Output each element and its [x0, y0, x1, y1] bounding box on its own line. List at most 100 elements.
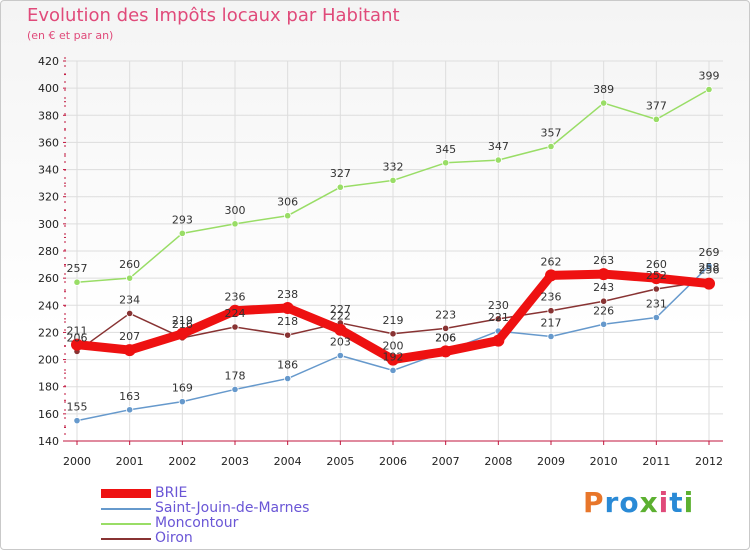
y-tick-label: 180: [38, 381, 59, 394]
data-point: [652, 115, 660, 123]
y-tick-label: 280: [38, 245, 59, 258]
x-tick-label: 2012: [695, 455, 723, 468]
y-tick-label: 200: [38, 354, 59, 367]
chart-subtitle: (en € et par an): [27, 29, 114, 42]
y-tick-label: 220: [38, 326, 59, 339]
data-point: [178, 398, 186, 406]
chart-title: Evolution des Impôts locaux par Habitant: [27, 5, 400, 26]
data-label: 222: [330, 310, 351, 323]
x-tick-label: 2001: [116, 455, 144, 468]
legend-label: Saint-Jouin-de-Marnes: [155, 500, 310, 516]
data-label: 192: [383, 350, 404, 363]
data-point: [126, 309, 134, 318]
legend-swatch: [101, 508, 151, 510]
data-label: 227: [330, 303, 351, 316]
y-tick-label: 340: [38, 164, 59, 177]
data-point: [545, 269, 557, 282]
data-label: 269: [699, 246, 720, 259]
y-tick-label: 400: [38, 82, 59, 95]
data-point: [126, 406, 134, 414]
x-tick-label: 2010: [590, 455, 618, 468]
data-label: 211: [67, 325, 88, 338]
data-point: [600, 99, 608, 107]
data-point: [281, 302, 294, 314]
x-tick-label: 2006: [379, 455, 407, 468]
data-label: 224: [225, 307, 246, 320]
legend-swatch: [101, 538, 151, 540]
data-point: [389, 330, 397, 338]
data-label: 178: [225, 369, 246, 382]
data-label: 243: [593, 281, 614, 294]
data-label: 260: [119, 258, 140, 271]
data-label: 257: [67, 262, 88, 275]
data-point: [492, 334, 505, 347]
data-point: [73, 278, 81, 286]
data-point: [71, 338, 83, 351]
x-tick-label: 2005: [326, 455, 354, 468]
data-label: 206: [435, 331, 456, 344]
legend-label: BRIE: [155, 485, 188, 501]
data-label: 226: [593, 304, 614, 317]
x-tick-label: 2009: [537, 455, 565, 468]
data-point: [334, 323, 347, 336]
data-point: [123, 344, 136, 357]
data-point: [387, 353, 399, 366]
data-label: 260: [646, 258, 667, 271]
data-label: 399: [699, 70, 720, 83]
data-label: 345: [435, 143, 456, 156]
data-label: 155: [67, 401, 88, 414]
data-point: [284, 212, 292, 220]
data-label: 219: [383, 314, 404, 327]
data-point: [231, 220, 239, 228]
x-tick-label: 2004: [274, 455, 302, 468]
data-point: [652, 285, 660, 293]
data-label: 252: [646, 269, 667, 282]
data-point: [389, 366, 397, 375]
data-point: [547, 332, 555, 341]
y-tick-label: 320: [38, 191, 59, 204]
logo-letter: x: [639, 486, 659, 519]
data-label: 306: [277, 196, 298, 209]
data-label: 218: [277, 315, 298, 328]
x-tick-label: 2008: [484, 455, 512, 468]
data-point: [389, 176, 397, 185]
data-point: [600, 320, 608, 328]
y-tick-label: 260: [38, 272, 59, 285]
data-point: [178, 229, 186, 237]
data-point: [703, 277, 715, 290]
legend-swatch: [101, 523, 151, 525]
data-point: [442, 324, 450, 332]
data-point: [705, 262, 713, 270]
data-point: [231, 385, 239, 394]
data-label: 206: [67, 331, 88, 344]
data-label: 262: [541, 255, 562, 268]
data-label: 377: [646, 99, 667, 112]
legend-swatch: [101, 489, 151, 498]
data-label: 263: [593, 254, 614, 267]
data-point: [494, 315, 502, 323]
data-point: [229, 304, 241, 317]
data-label: 206: [435, 331, 456, 344]
logo-letter: r: [604, 486, 620, 519]
data-label: 203: [330, 336, 351, 349]
data-label: 347: [488, 140, 509, 153]
data-point: [73, 417, 81, 425]
x-tick-label: 2000: [63, 455, 91, 468]
data-point: [547, 142, 555, 151]
data-point: [336, 183, 344, 191]
logo-letter: o: [619, 486, 640, 519]
data-label: 219: [172, 314, 193, 327]
data-label: 230: [488, 299, 509, 312]
legend-label: Oiron: [155, 530, 193, 546]
data-label: 231: [646, 298, 667, 311]
proxiti-logo: Proxiti: [583, 486, 694, 519]
data-point: [126, 274, 134, 282]
data-label: 327: [330, 167, 351, 180]
data-point: [439, 345, 452, 358]
data-label: 236: [541, 291, 562, 304]
y-tick-label: 380: [38, 109, 59, 122]
data-label: 200: [383, 340, 404, 353]
data-point: [176, 327, 189, 340]
data-label: 357: [541, 127, 562, 140]
